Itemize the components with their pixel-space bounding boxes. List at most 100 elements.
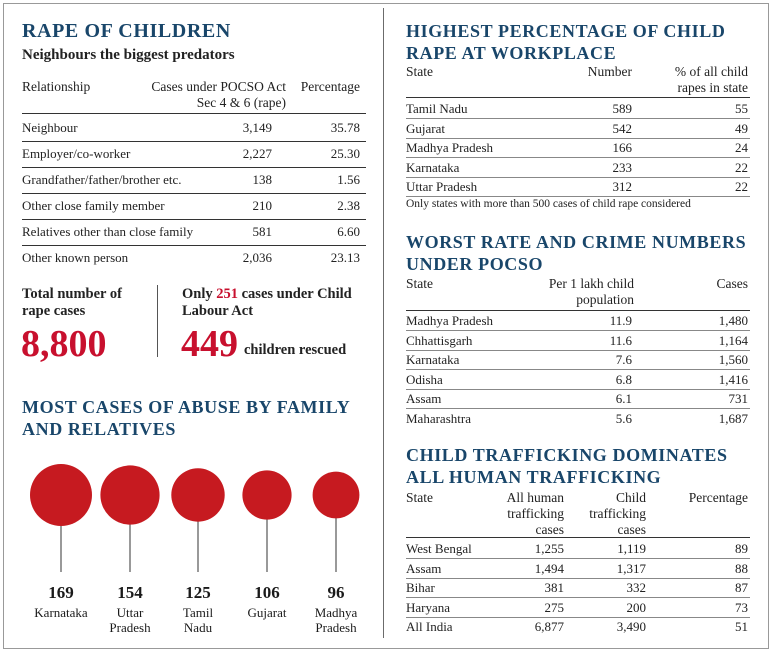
trafficking-title: CHILD TRAFFICKING DOMINATES ALL HUMAN TR…	[406, 445, 728, 487]
tr-row-percent: 88	[735, 560, 748, 576]
stat-divider	[157, 285, 158, 357]
tr-header-all: All human trafficking cases	[506, 490, 564, 537]
rc-row-relationship: Grandfather/father/brother etc.	[22, 172, 182, 187]
wp-row-number: 312	[612, 179, 633, 194]
rc-row-cases: 581	[252, 224, 273, 239]
tr-row-all: 381	[544, 580, 565, 595]
child-labour-suffix: cases under Child Labour Act	[182, 286, 352, 319]
pc-row-cases: 1,560	[718, 352, 748, 367]
wp-row-state: Uttar Pradesh	[406, 179, 478, 194]
bubble-value-label: 106	[254, 583, 280, 602]
tr-row-state: Bihar	[406, 580, 435, 595]
tr-row-child: 332	[626, 580, 647, 595]
pc-row-rule	[406, 388, 750, 390]
wp-row-rule	[406, 196, 750, 197]
pc-row-state: Assam	[406, 391, 442, 406]
wp-row-state: Tamil Nadu	[406, 101, 468, 116]
pc-row-state: Karnataka	[406, 352, 460, 367]
rc-row-rule	[22, 141, 366, 142]
tr-row-rule	[406, 558, 750, 559]
rc-row-cases: 138	[252, 172, 273, 187]
wp-row-state: Karnataka	[406, 159, 460, 175]
bubble-state-label: Karnataka	[34, 605, 88, 620]
rc-row-cases: 3,149	[242, 120, 272, 135]
tr-row-child: 1,119	[617, 541, 646, 556]
tr-row-percent: 89	[735, 541, 748, 556]
rescued-label: children rescued	[244, 342, 347, 358]
rc-row-rule	[22, 193, 366, 194]
tr-row-percent: 73	[735, 599, 748, 615]
wp-row-rule	[406, 157, 750, 158]
tr-row-state: Assam	[406, 560, 442, 576]
wp-row-state: Madhya Pradesh	[406, 140, 494, 155]
tr-row-all: 1,255	[534, 541, 564, 556]
bubble-value-label: 125	[185, 583, 211, 602]
pc-row-rule	[406, 349, 750, 351]
tr-row-rule	[406, 616, 750, 618]
pc-row-state: Madhya Pradesh	[406, 313, 494, 328]
child-labour-prefix: Only	[182, 286, 217, 302]
tr-header-rule	[406, 537, 750, 538]
tr-row-state: Haryana	[406, 599, 451, 615]
bubble-state-label: Gujarat	[248, 605, 287, 620]
rc-row-rule	[22, 219, 366, 220]
total-rape-value: 8,800	[21, 323, 107, 365]
rape-children-title: RAPE OF CHILDREN	[22, 20, 231, 42]
bubble-state-label: Tamil	[183, 605, 214, 620]
bubble-mark	[242, 470, 292, 520]
pc-row-rate: 6.1	[615, 391, 632, 406]
rc-row-percentage: 35.78	[330, 120, 360, 135]
pc-header-rate: Per 1 lakh child population	[548, 276, 634, 307]
tr-row-child: 1,317	[616, 560, 646, 576]
wp-header-state: State	[406, 64, 433, 79]
total-rape-label: Total number of rape cases	[22, 286, 122, 319]
rc-row-percentage: 6.60	[337, 224, 360, 239]
pc-row-rule	[406, 330, 750, 331]
bubble-value-label: 169	[48, 583, 74, 602]
family-abuse-bubble-chart: 169Karnataka154UttarPradesh125TamilNadu1…	[30, 464, 360, 635]
pc-row-rule	[406, 408, 750, 409]
tr-row-child: 200	[626, 599, 647, 615]
pc-row-rate: 6.8	[615, 371, 632, 387]
rc-row-percentage: 2.38	[337, 198, 360, 213]
bubble-mark	[171, 468, 225, 522]
rc-row-relationship: Other known person	[22, 250, 129, 265]
bubble-value-label: 96	[328, 583, 345, 602]
pc-row-rate: 11.6	[609, 332, 632, 348]
rape-children-subtitle: Neighbours the biggest predators	[22, 47, 235, 63]
pc-row-cases: 1,687	[718, 410, 748, 426]
tr-row-all: 1,494	[534, 560, 564, 576]
pc-row-rate: 5.6	[615, 410, 632, 426]
rc-row-percentage: 1.56	[337, 172, 360, 187]
pc-row-state: Chhattisgarh	[406, 332, 473, 348]
wp-header-rule	[406, 97, 750, 98]
rc-row-rule	[22, 167, 366, 168]
rc-header-cases: Cases under POCSO Act Sec 4 & 6 (rape)	[151, 79, 286, 110]
bubble-mark	[30, 464, 92, 526]
right-column: HIGHEST PERCENTAGE OF CHILD RAPE AT WORK…	[390, 0, 772, 652]
rc-header-percentage: Percentage	[300, 79, 360, 94]
wp-row-state: Gujarat	[406, 120, 445, 136]
tr-row-all: 275	[544, 599, 565, 615]
pocso-title: WORST RATE AND CRIME NUMBERS UNDER POCSO	[406, 232, 747, 274]
pc-header-rule	[406, 310, 750, 311]
pc-row-state: Odisha	[406, 371, 443, 387]
bubble-value-label: 154	[117, 583, 143, 602]
child-labour-count: 251	[216, 286, 238, 302]
tr-row-percent: 51	[735, 619, 748, 634]
wp-header-percent: % of all child rapes in state	[674, 64, 748, 95]
rc-row-cases: 2,036	[242, 250, 272, 265]
pc-header-cases: Cases	[716, 276, 749, 291]
pc-row-cases: 731	[728, 391, 749, 406]
wp-row-number: 589	[612, 101, 633, 116]
wp-row-percent: 22	[735, 159, 748, 175]
tr-row-state: All India	[406, 619, 453, 634]
wp-row-percent: 24	[735, 140, 748, 155]
tr-header-percent: Percentage	[688, 490, 748, 505]
wp-row-number: 542	[612, 120, 633, 136]
pc-row-rate: 11.9	[609, 313, 632, 328]
bubble-state-label: Pradesh	[315, 620, 357, 635]
wp-row-number: 233	[612, 159, 633, 175]
rc-header-rule	[22, 113, 366, 114]
tr-header-child: Child trafficking cases	[589, 490, 646, 537]
